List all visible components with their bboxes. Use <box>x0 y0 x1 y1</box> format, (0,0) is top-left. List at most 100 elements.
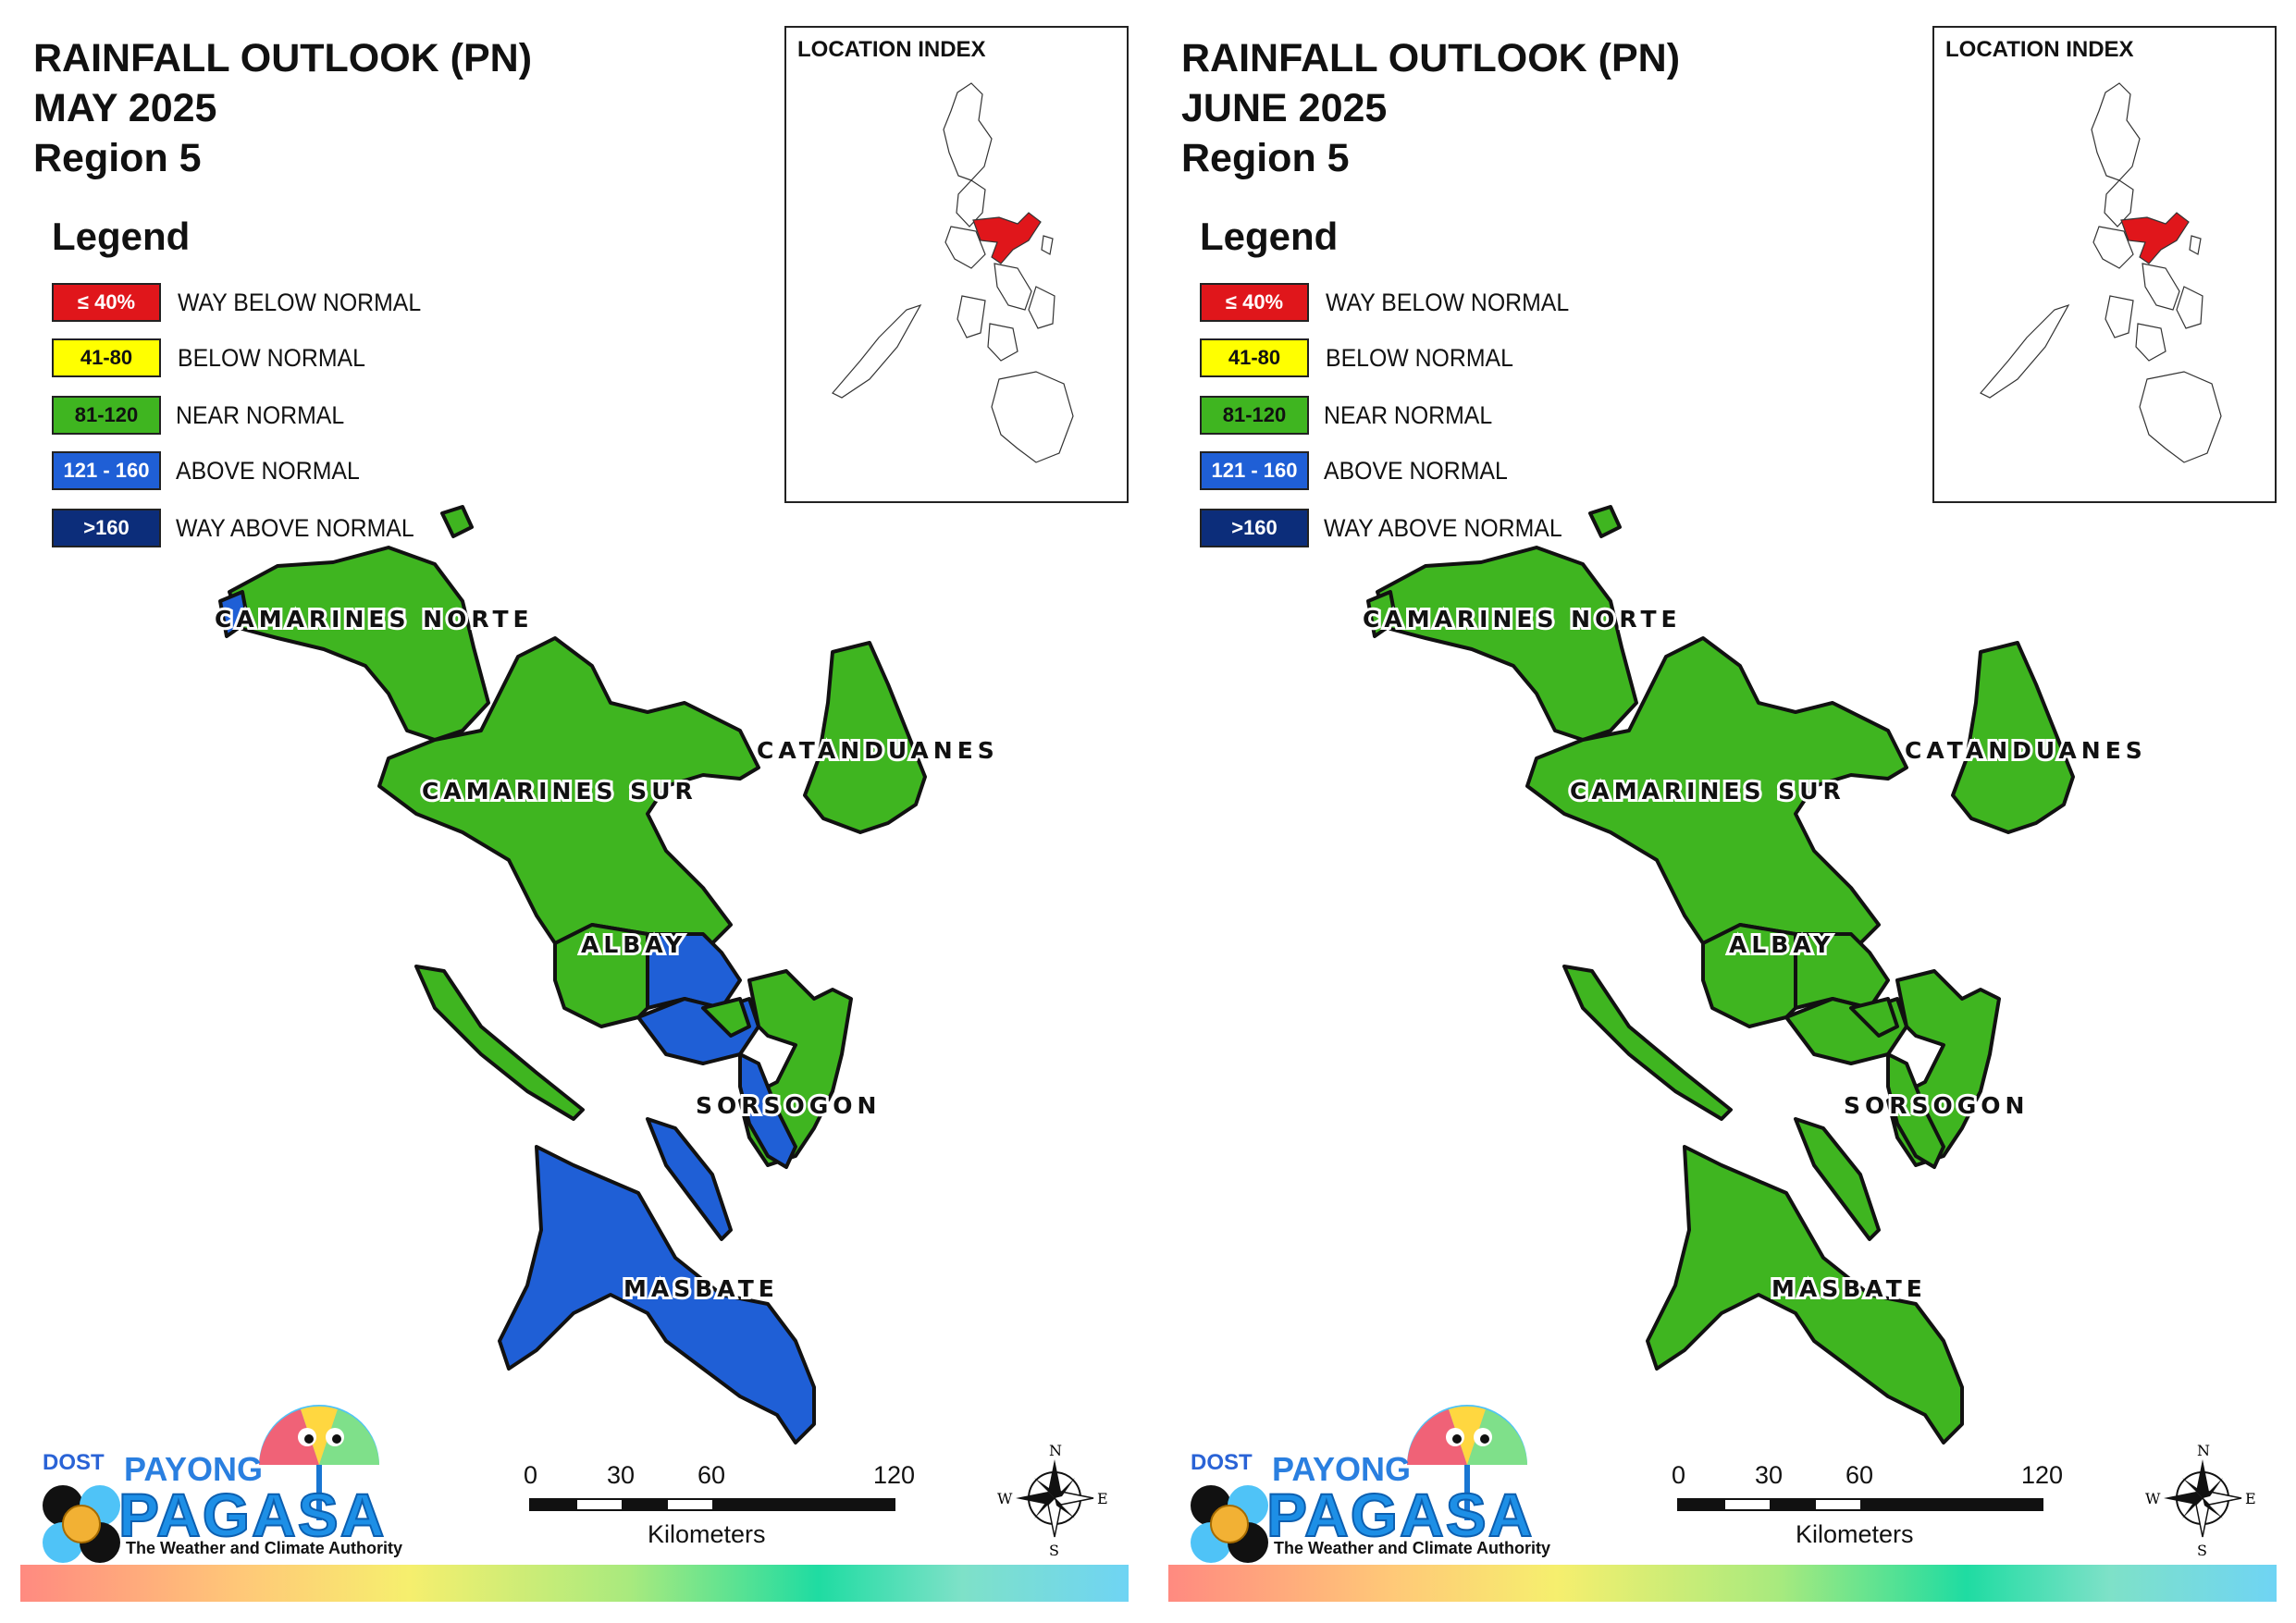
legend-label: BELOW NORMAL <box>178 344 365 372</box>
burias-shape <box>414 965 585 1121</box>
legend-swatch: 121 - 160 <box>52 451 161 490</box>
pagasa-seal-icon <box>43 1485 120 1563</box>
svg-text:E: E <box>2245 1490 2256 1507</box>
panel-june: RAINFALL OUTLOOK (PN) JUNE 2025 Region 5… <box>1148 0 2296 1623</box>
title-line-2: JUNE 2025 <box>1181 86 1388 130</box>
legend-row-below: 41-80 BELOW NORMAL <box>1200 338 1755 379</box>
scale-unit-label: Kilometers <box>648 1520 766 1548</box>
legend-label: WAY ABOVE NORMAL <box>1324 514 1562 542</box>
legend-swatch: ≤ 40% <box>52 283 161 322</box>
scale-tick-60: 60 <box>697 1461 726 1489</box>
legend-swatch: 81-120 <box>52 396 161 435</box>
scale-tick-120: 120 <box>873 1461 916 1489</box>
title-line-3: Region 5 <box>33 136 202 180</box>
legend-label: NEAR NORMAL <box>1324 401 1493 429</box>
philippines-outline-map <box>1980 82 2222 463</box>
legend-label: NEAR NORMAL <box>176 401 345 429</box>
footer-gradient-bar <box>1168 1565 2277 1602</box>
legend-row-above: 121 - 160 ABOVE NORMAL <box>52 451 607 492</box>
legend-row-below: 41-80 BELOW NORMAL <box>52 338 607 379</box>
label-camarines-sur: CAMARINES SUR <box>422 778 697 805</box>
legend-row-way-below: ≤ 40% WAY BELOW NORMAL <box>1200 283 1755 324</box>
legend-swatch: >160 <box>1200 509 1309 547</box>
legend-swatch: ≤ 40% <box>1200 283 1309 322</box>
legend-label: ABOVE NORMAL <box>176 457 360 485</box>
scale-tick-0: 0 <box>1672 1461 1686 1489</box>
scale-tick-120: 120 <box>2021 1461 2064 1489</box>
label-albay: ALBAY <box>581 931 686 958</box>
camarines-norte-shape <box>1376 546 1638 742</box>
map-title: RAINFALL OUTLOOK (PN) MAY 2025 Region 5 <box>33 33 532 183</box>
scale-tick-30: 30 <box>607 1461 636 1489</box>
logo-dost-text: DOST <box>1191 1450 1253 1475</box>
scale-bar <box>1677 1498 2043 1511</box>
legend-label: WAY ABOVE NORMAL <box>176 514 414 542</box>
pagasa-seal-icon <box>1191 1485 1268 1563</box>
inset-title: LOCATION INDEX <box>1945 37 2134 62</box>
legend-swatch: >160 <box>52 509 161 547</box>
catanduanes-shape <box>1951 641 2075 834</box>
legend-row-way-below: ≤ 40% WAY BELOW NORMAL <box>52 283 607 324</box>
label-sorsogon: SORSOGON <box>696 1092 881 1119</box>
scale-unit-label: Kilometers <box>1796 1520 1914 1548</box>
title-line-1: RAINFALL OUTLOOK (PN) <box>1181 36 1681 80</box>
region-5-highlight <box>2120 212 2190 264</box>
inset-title: LOCATION INDEX <box>797 37 986 62</box>
legend-swatch: 41-80 <box>1200 338 1309 377</box>
logo-pagasa-text: PAGASA <box>1265 1480 1535 1550</box>
camarines-norte-tip <box>1366 590 1398 638</box>
sorsogon-west <box>738 1052 797 1169</box>
philippines-outline-map <box>832 82 1074 463</box>
logo-tagline: The Weather and Climate Authority <box>126 1539 403 1557</box>
legend-label: WAY BELOW NORMAL <box>1326 289 1570 316</box>
label-masbate: MASBATE <box>623 1275 779 1302</box>
legend-label: WAY BELOW NORMAL <box>178 289 422 316</box>
label-masbate: MASBATE <box>1771 1275 1927 1302</box>
svg-text:W: W <box>997 1490 1013 1507</box>
masbate-shape <box>498 1145 816 1445</box>
label-catanduanes: CATANDUANES <box>1905 737 2147 764</box>
legend-row-way-above: >160 WAY ABOVE NORMAL <box>52 509 607 549</box>
logo-pagasa-text: PAGASA <box>117 1480 387 1550</box>
province-labels: CAMARINES NORTE CAMARINES SUR CATANDUANE… <box>212 603 999 1305</box>
map-title: RAINFALL OUTLOOK (PN) JUNE 2025 Region 5 <box>1181 33 1680 183</box>
scale-tick-30: 30 <box>1755 1461 1784 1489</box>
legend-row-above: 121 - 160 ABOVE NORMAL <box>1200 451 1755 492</box>
svg-text:S: S <box>1049 1542 1059 1559</box>
label-camarines-norte: CAMARINES NORTE <box>215 606 534 633</box>
label-catanduanes: CATANDUANES <box>757 737 999 764</box>
compass-rose-icon: N S E W <box>997 1442 1108 1559</box>
province-labels: CAMARINES NORTE CAMARINES SUR CATANDUANE… <box>1360 603 2147 1305</box>
location-index-inset: LOCATION INDEX <box>1932 26 2277 503</box>
legend-label: BELOW NORMAL <box>1326 344 1513 372</box>
legend-label: ABOVE NORMAL <box>1324 457 1508 485</box>
svg-text:E: E <box>1097 1490 1108 1507</box>
legend-swatch: 81-120 <box>1200 396 1309 435</box>
islet <box>701 997 751 1038</box>
payong-umbrella-icon <box>259 1405 379 1520</box>
title-line-1: RAINFALL OUTLOOK (PN) <box>33 36 533 80</box>
legend-swatch: 41-80 <box>52 338 161 377</box>
label-camarines-sur: CAMARINES SUR <box>1570 778 1845 805</box>
islet <box>1849 997 1899 1038</box>
panel-may: RAINFALL OUTLOOK (PN) MAY 2025 Region 5 … <box>20 26 1129 1602</box>
logo-payong-text: PAYONG <box>124 1450 264 1488</box>
burias-shape <box>1562 965 1733 1121</box>
ticao-shape <box>646 1117 733 1241</box>
svg-text:S: S <box>2197 1542 2207 1559</box>
region-5-map: CAMARINES NORTE CAMARINES SUR CATANDUANE… <box>212 505 1108 1559</box>
svg-text:N: N <box>2197 1442 2210 1459</box>
albay-shape-east <box>646 932 742 1010</box>
compass-rose-icon: N S E W <box>2145 1442 2256 1559</box>
region-5-highlight <box>972 212 1042 264</box>
label-albay: ALBAY <box>1729 931 1834 958</box>
logo-dost-text: DOST <box>43 1450 105 1475</box>
svg-text:W: W <box>2145 1490 2161 1507</box>
legend-row-way-above: >160 WAY ABOVE NORMAL <box>1200 509 1755 549</box>
label-camarines-norte: CAMARINES NORTE <box>1363 606 1682 633</box>
location-index-inset: LOCATION INDEX <box>784 26 1129 503</box>
payong-umbrella-icon <box>1407 1405 1527 1520</box>
islet <box>1588 505 1622 538</box>
camarines-sur-shape <box>1525 636 1908 945</box>
scale-tick-0: 0 <box>524 1461 538 1489</box>
